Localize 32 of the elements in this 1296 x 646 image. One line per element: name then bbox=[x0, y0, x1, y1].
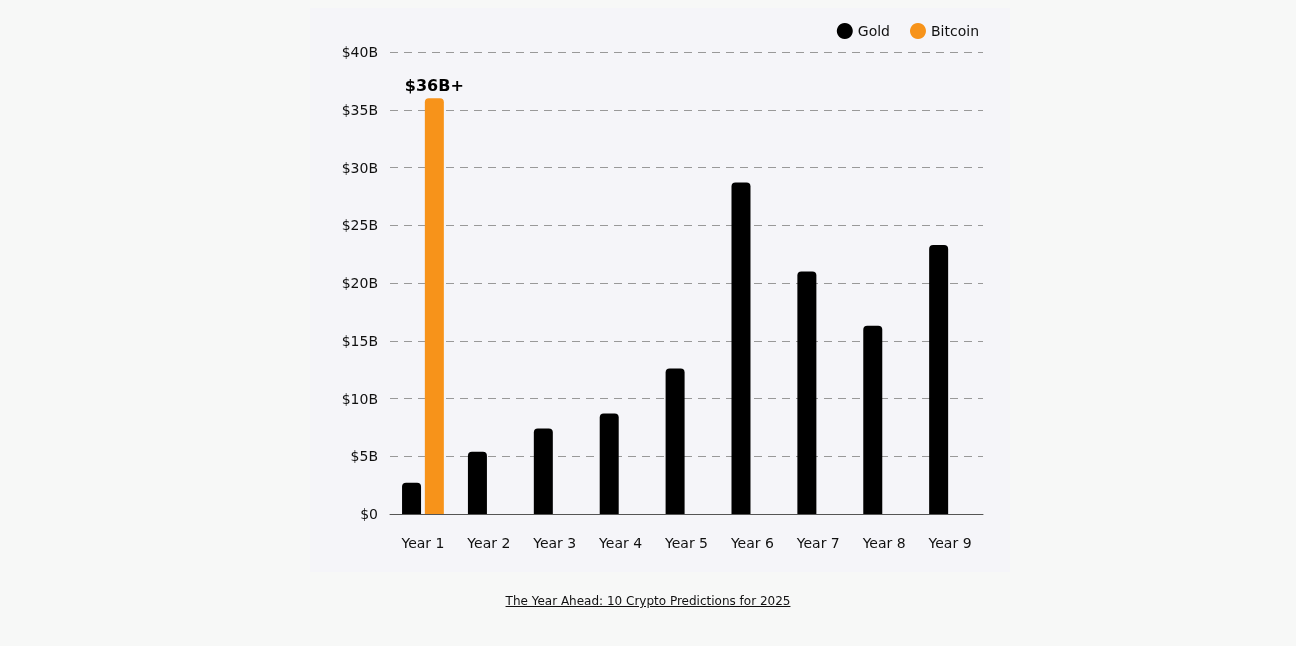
x-tick-label: Year 2 bbox=[466, 535, 511, 551]
y-tick-label: $20B bbox=[341, 275, 378, 291]
text: The Year Ahead: 10 Crypto Predictions for 2025 bbox=[505, 594, 791, 608]
bar bbox=[731, 182, 751, 514]
x-tick-label: Year 9 bbox=[927, 535, 972, 551]
x-tick-label: Year 3 bbox=[532, 535, 577, 551]
bar bbox=[863, 325, 883, 514]
x-tick-label: Year 1 bbox=[400, 535, 445, 551]
data-label: $36B+ bbox=[404, 75, 464, 95]
bar bbox=[599, 413, 619, 514]
bar bbox=[797, 271, 817, 514]
x-tick-label: Year 6 bbox=[729, 535, 774, 551]
x-tick-label: Year 7 bbox=[795, 535, 840, 551]
legend-label: Gold bbox=[857, 23, 890, 39]
x-tick-label: Year 4 bbox=[598, 535, 643, 551]
x-tick-label: Year 8 bbox=[861, 535, 906, 551]
bar bbox=[533, 428, 553, 514]
y-tick-label: $25B bbox=[341, 217, 378, 234]
legend-label: Bitcoin bbox=[930, 23, 980, 39]
y-tick-label: $35B bbox=[341, 101, 378, 118]
y-tick-label: $30B bbox=[341, 159, 378, 176]
bar bbox=[467, 451, 487, 514]
y-tick-label: $15B bbox=[341, 332, 378, 349]
x-tick-label: Year 5 bbox=[664, 535, 708, 551]
bar bbox=[665, 368, 685, 514]
bar bbox=[402, 482, 422, 514]
y-tick-label: $10B bbox=[341, 390, 378, 407]
bar bbox=[424, 98, 444, 514]
bar bbox=[929, 244, 949, 514]
y-tick-label: $5B bbox=[350, 448, 378, 465]
y-tick-label: $40B bbox=[341, 44, 378, 60]
y-tick-label: $0 bbox=[360, 506, 378, 522]
